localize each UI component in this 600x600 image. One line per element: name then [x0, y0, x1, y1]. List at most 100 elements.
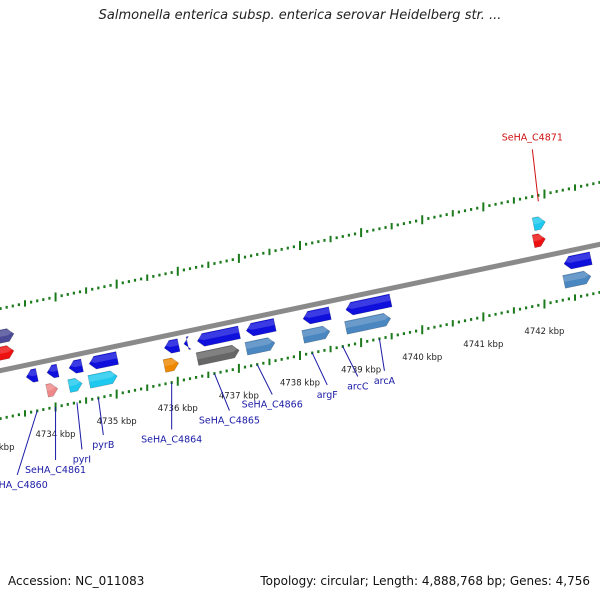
- gene-label: SeHA_C4861: [25, 465, 86, 476]
- gene-arrow-shine: [532, 234, 545, 242]
- gene-arrow: [301, 325, 331, 344]
- gene-label: SeHA_C4860: [0, 480, 48, 491]
- gene-arrow-body: [87, 370, 118, 389]
- gene-arrow: [87, 370, 118, 389]
- accession-text: Accession: NC_011083: [8, 574, 145, 588]
- gene-arrow: [345, 293, 393, 316]
- gene-leader-line: [256, 364, 273, 395]
- gene-arrow-shine: [245, 338, 275, 350]
- gene-arrow-body: [45, 383, 59, 398]
- gene-arrow-shine: [345, 294, 391, 309]
- gene-arrow: [195, 344, 240, 366]
- gene-arrow-shine: [301, 326, 330, 338]
- gene-arrow-shine: [344, 314, 391, 329]
- gene-arrow-shine: [563, 252, 591, 263]
- gene-leader-line: [311, 352, 328, 386]
- lower-ruler-kbp-label: 4738 kbp: [280, 379, 320, 389]
- gene-arrow-body: [25, 368, 39, 383]
- gene-arrow: [0, 328, 15, 348]
- gene-arrow-shine: [88, 352, 118, 363]
- gene-arrow-body: [245, 318, 277, 337]
- lower-ruler-kbp-label: 4737 kbp: [219, 391, 259, 401]
- gene-arrow: [183, 335, 192, 350]
- gene-arrow-body: [244, 337, 276, 356]
- gene-arrow-shine: [302, 307, 331, 318]
- gene-arrow-body: [195, 344, 240, 366]
- gene-arrow-body: [563, 251, 593, 270]
- gene-arrow-body: [183, 335, 192, 350]
- gene-label: SeHA_C4871: [502, 132, 563, 143]
- gene-arrow: [67, 377, 83, 393]
- gene-arrow-body: [162, 357, 180, 373]
- gene-arrow-body: [302, 306, 332, 325]
- gene-arrow-shine: [0, 346, 14, 358]
- lower-ruler-kbp-label: 4733 kbp: [0, 443, 14, 453]
- gene-arrow-shine: [163, 339, 179, 348]
- topology-text: Topology: circular; Length: 4,888,768 bp…: [260, 574, 590, 588]
- gene-arrow-body: [0, 345, 15, 365]
- lower-ruler-kbp-label: 4739 kbp: [341, 366, 381, 376]
- gene-arrow-body: [196, 325, 241, 347]
- gene-label: SeHA_C4865: [199, 416, 260, 427]
- gene-leader-line: [213, 373, 230, 411]
- gene-leader-line: [76, 402, 83, 450]
- gene-arrow-body: [0, 328, 15, 348]
- gene-arrow-shine: [88, 371, 117, 383]
- gene-leader-line: [97, 397, 104, 436]
- gene-arrow: [562, 270, 592, 289]
- gene-arrow: [302, 306, 332, 325]
- gene-arrow: [531, 216, 546, 232]
- gene-arrow-shine: [196, 346, 239, 360]
- gene-arrow: [45, 383, 59, 398]
- map-title: Salmonella enterica subsp. enterica sero…: [98, 8, 502, 23]
- gene-label: argF: [317, 390, 338, 401]
- gene-label: pyrI: [73, 454, 91, 465]
- gene-arrow-shine: [45, 384, 58, 392]
- gene-arrow-shine: [183, 337, 190, 344]
- backbone-line: [0, 241, 600, 374]
- gene-leader-line: [378, 338, 385, 371]
- gene-arrow-shine: [46, 365, 58, 372]
- gene-arrow-shine: [67, 379, 82, 387]
- gene-arrow-body: [531, 233, 546, 249]
- gene-arrow-body: [68, 358, 84, 374]
- gene-label: SeHA_C4864: [141, 435, 202, 446]
- gene-arrow: [196, 325, 241, 347]
- lower-ruler-kbp-label: 4742 kbp: [524, 327, 564, 337]
- lower-ruler-kbp-label: 4741 kbp: [463, 340, 503, 350]
- gene-label: arcC: [347, 381, 369, 392]
- gene-arrow: [163, 338, 181, 354]
- gene-arrow-body: [163, 338, 181, 354]
- gene-arrow: [46, 363, 60, 379]
- lower-ruler-kbp-label: 4740 kbp: [402, 353, 442, 363]
- gene-arrow-body: [345, 293, 393, 316]
- gene-arrow-body: [88, 351, 119, 370]
- gene-label: pyrB: [92, 440, 114, 451]
- gene-arrow-shine: [196, 326, 240, 341]
- gene-arrow-body: [344, 312, 392, 335]
- gene-arrow: [245, 318, 277, 337]
- gene-arrow: [88, 351, 119, 370]
- gene-arrow-shine: [245, 319, 275, 330]
- lower-ruler-kbp-label: 4736 kbp: [158, 404, 198, 414]
- gene-arrow: [0, 345, 15, 365]
- gene-arrow: [25, 368, 39, 383]
- gene-arrow-body: [46, 363, 60, 379]
- gene-arrow: [68, 358, 84, 374]
- gene-leader-line: [16, 410, 38, 475]
- gene-label: SeHA_C4866: [242, 400, 303, 411]
- gene-arrow-body: [67, 377, 83, 393]
- gene-arrow-shine: [68, 359, 83, 368]
- gene-arrow-body: [562, 270, 592, 289]
- gene-arrow: [563, 251, 593, 270]
- gene-arrow-shine: [562, 271, 591, 283]
- gene-arrow-shine: [0, 329, 14, 341]
- gene-arrow-shine: [532, 217, 545, 225]
- gene-arrow: [244, 337, 276, 356]
- gene-arrow-shine: [163, 358, 179, 367]
- gene-leader-line: [342, 346, 359, 377]
- gene-arrow-shine: [25, 369, 38, 377]
- lower-ruler-kbp-label: 4735 kbp: [97, 417, 137, 427]
- gene-arrow: [162, 357, 180, 373]
